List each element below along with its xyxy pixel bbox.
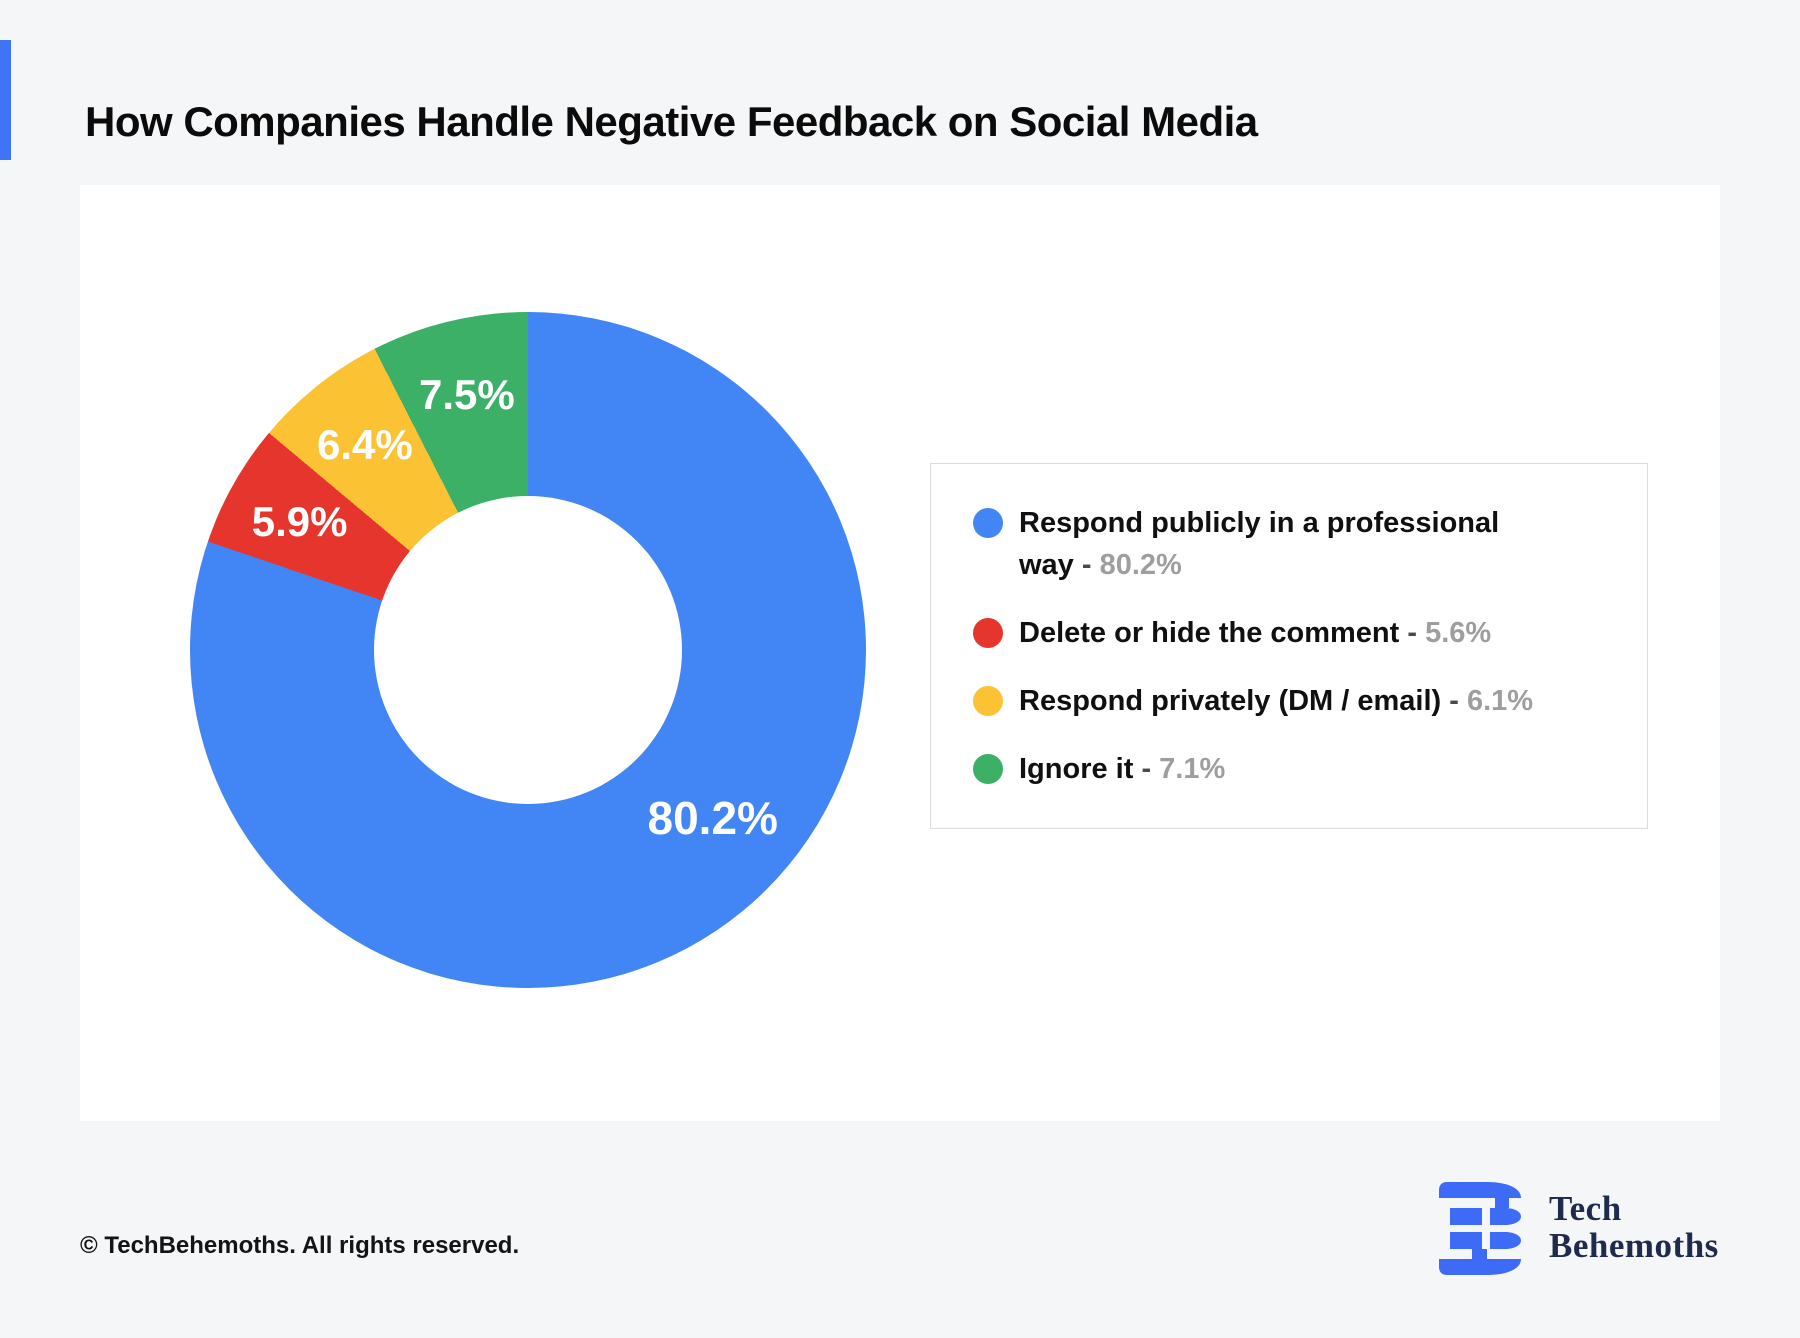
legend-item-text: Respond publicly in a professional way -… [1019, 502, 1499, 586]
brand-name-line1: Tech [1549, 1189, 1622, 1228]
slice-label: 7.5% [418, 371, 515, 419]
title-accent-bar [0, 40, 11, 160]
legend-value: 7.1% [1159, 753, 1226, 786]
slice-label: 80.2% [647, 792, 778, 845]
donut-chart: 80.2% 5.9% 6.4% 7.5% [190, 312, 866, 988]
legend-dot [973, 507, 1003, 538]
legend-value: 5.6% [1425, 616, 1492, 649]
legend-item: Respond publicly in a professional way -… [973, 502, 1617, 586]
legend-value: 80.2% [1099, 548, 1182, 581]
legend-item-text: Respond privately (DM / email) - 6.1% [1019, 680, 1533, 722]
brand-name-line2: Behemoths [1549, 1226, 1719, 1265]
legend-item: Delete or hide the comment - 5.6% [973, 612, 1617, 654]
legend-label: Respond publicly in a professional way [1019, 506, 1500, 581]
techbehemoths-logo-icon [1439, 1182, 1521, 1275]
legend-item-text: Delete or hide the comment - 5.6% [1019, 612, 1491, 654]
legend-value: 6.1% [1466, 685, 1534, 718]
legend-label: Respond privately (DM / email) [1019, 685, 1442, 718]
footer-copyright: © TechBehemoths. All rights reserved. [80, 1232, 520, 1259]
legend-dot [973, 617, 1003, 648]
legend-label: Ignore it [1019, 753, 1134, 786]
legend-item: Ignore it - 7.1% [973, 748, 1617, 790]
legend-separator: - [1399, 616, 1426, 649]
legend-separator: - [1133, 753, 1160, 786]
legend-item: Respond privately (DM / email) - 6.1% [973, 680, 1617, 722]
slice-label: 5.9% [251, 497, 348, 545]
slice-label: 6.4% [316, 421, 413, 468]
legend-dot [973, 754, 1003, 785]
chart-card: 80.2% 5.9% 6.4% 7.5% Respond publicly in a … [80, 185, 1720, 1121]
brand-logo: Tech Behemoths [1431, 1180, 1719, 1277]
legend-label: Delete or hide the comment [1019, 616, 1400, 649]
legend-separator: - [1441, 685, 1467, 718]
legend-item-text: Ignore it - 7.1% [1019, 748, 1225, 790]
legend-dot [973, 686, 1003, 717]
brand-name: Tech Behemoths [1549, 1190, 1719, 1264]
legend-separator: - [1073, 548, 1100, 581]
chart-legend: Respond publicly in a professional way -… [930, 463, 1648, 829]
donut-hole [374, 496, 682, 804]
page-title: How Companies Handle Negative Feedback o… [85, 98, 1258, 146]
